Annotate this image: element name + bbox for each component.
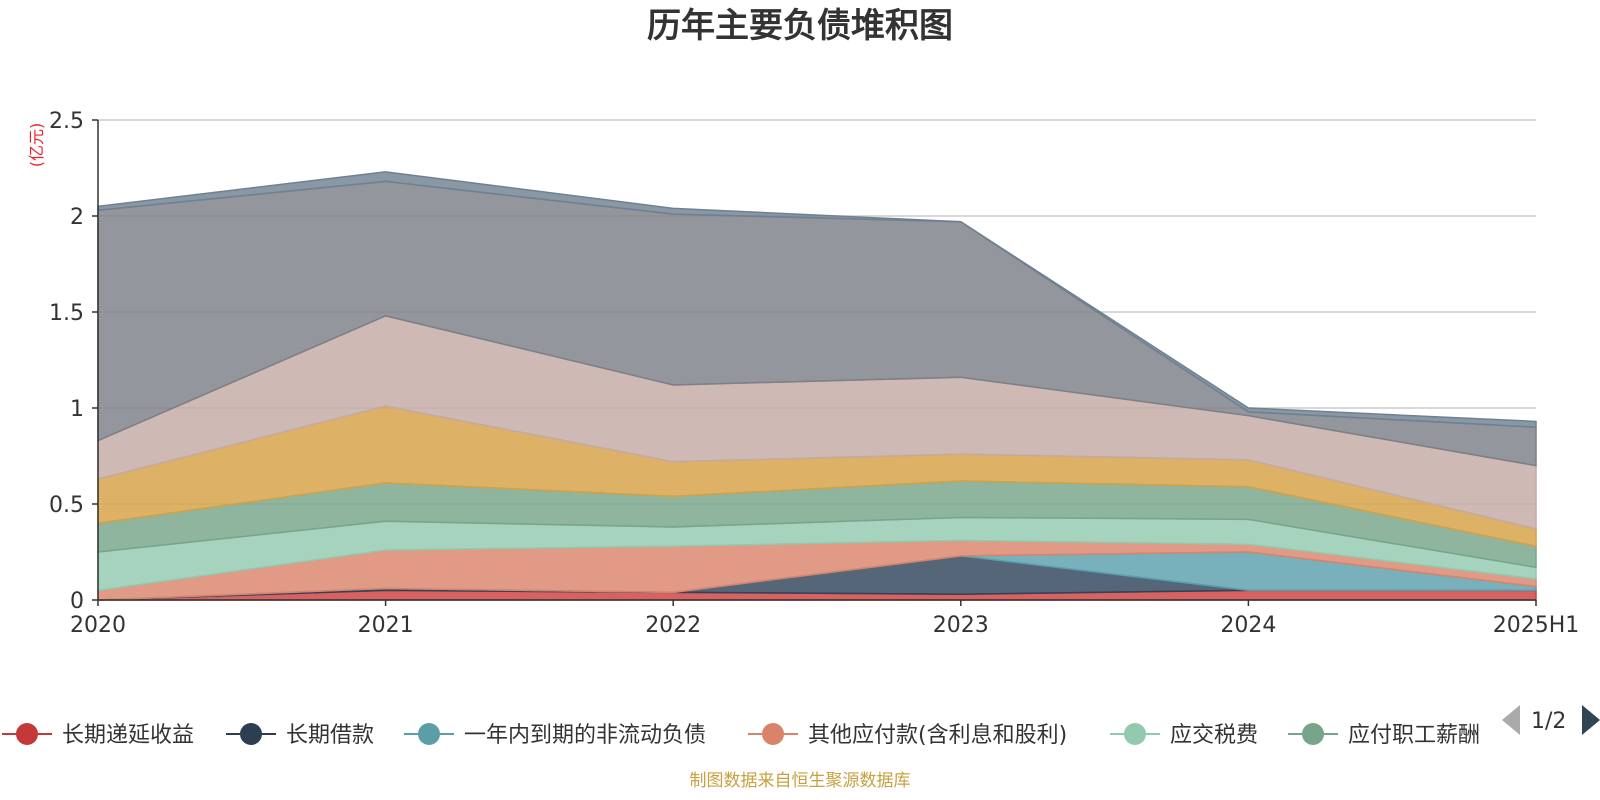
legend-page-indicator: 1/2 bbox=[1531, 709, 1566, 734]
x-tick-label: 2025H1 bbox=[1493, 613, 1580, 638]
legend-next-icon[interactable] bbox=[1582, 705, 1600, 735]
area-series-9 bbox=[97, 171, 1537, 428]
legend-prev-icon[interactable] bbox=[1502, 705, 1520, 735]
legend-label: 一年内到期的非流动负债 bbox=[464, 723, 706, 748]
x-tick-labels: 2020 2021 2022 2023 2024 2025H1 bbox=[70, 600, 1579, 638]
y-tick-label: 1 bbox=[70, 397, 84, 422]
legend-marker-icon bbox=[1124, 723, 1146, 745]
legend-item[interactable]: 其他应付款(含利息和股利) bbox=[748, 723, 1067, 748]
legend-marker-icon bbox=[762, 723, 784, 745]
y-axis-unit: (亿元) bbox=[27, 123, 46, 168]
legend-marker-icon bbox=[16, 723, 38, 745]
axes bbox=[97, 120, 1536, 601]
legend-label: 长期递延收益 bbox=[62, 723, 194, 748]
y-tick-label: 0.5 bbox=[49, 493, 84, 518]
legend: 长期递延收益 长期借款 一年内到期的非流动负债 其他应付款(含利息和股利) 应交税费 应付… bbox=[2, 723, 1480, 748]
x-tick-label: 2024 bbox=[1220, 613, 1276, 638]
chart-title: 历年主要负债堆积图 bbox=[647, 6, 953, 46]
legend-label: 其他应付款(含利息和股利) bbox=[808, 723, 1067, 748]
legend-pager: 1/2 bbox=[1502, 705, 1600, 735]
legend-marker-icon bbox=[240, 723, 262, 745]
legend-label: 长期借款 bbox=[286, 723, 374, 748]
y-tick-label: 1.5 bbox=[49, 301, 84, 326]
y-tick-label: 2 bbox=[70, 205, 84, 230]
legend-label: 应交税费 bbox=[1170, 723, 1258, 748]
x-tick-label: 2020 bbox=[70, 613, 126, 638]
x-tick-label: 2023 bbox=[933, 613, 989, 638]
y-tick-label: 0 bbox=[70, 589, 84, 614]
legend-marker-icon bbox=[1302, 723, 1324, 745]
y-tick-labels: 0 0.5 1 1.5 2 2.5 bbox=[49, 109, 98, 614]
data-source-note: 制图数据来自恒生聚源数据库 bbox=[690, 771, 911, 791]
legend-marker-icon bbox=[418, 723, 440, 745]
legend-item[interactable]: 应交税费 bbox=[1110, 723, 1258, 748]
legend-item[interactable]: 长期递延收益 bbox=[2, 723, 194, 748]
legend-item[interactable]: 应付职工薪酬 bbox=[1288, 723, 1480, 748]
x-tick-label: 2021 bbox=[358, 613, 414, 638]
x-tick-label: 2022 bbox=[645, 613, 701, 638]
legend-item[interactable]: 长期借款 bbox=[226, 723, 374, 748]
legend-label: 应付职工薪酬 bbox=[1348, 723, 1480, 748]
legend-item[interactable]: 一年内到期的非流动负债 bbox=[404, 723, 706, 748]
y-tick-label: 2.5 bbox=[49, 109, 84, 134]
area-series bbox=[97, 171, 1537, 601]
